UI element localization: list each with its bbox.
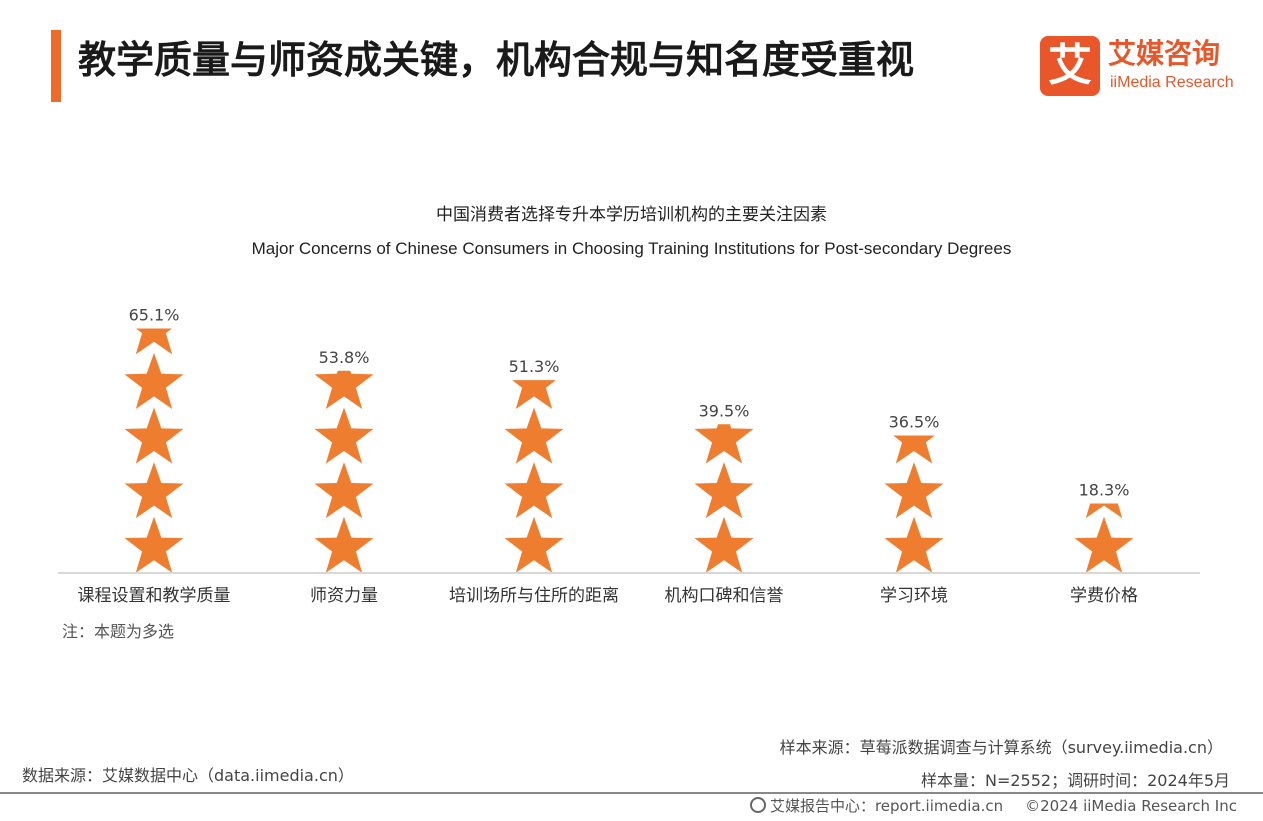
star-mark — [694, 424, 754, 464]
star-mark — [694, 462, 754, 519]
chart-note: 注：本题为多选 — [62, 622, 175, 641]
star-mark — [124, 407, 184, 464]
category-label: 学习环境 — [880, 586, 948, 606]
sample-info: 样本量：N=2552；调研时间：2024年5月 — [921, 771, 1230, 790]
value-label: 53.8% — [319, 348, 370, 367]
value-label: 39.5% — [699, 401, 750, 420]
star-mark — [124, 462, 184, 519]
star-mark — [314, 462, 374, 519]
report-center-link[interactable]: 艾媒报告中心：report.iimedia.cn — [769, 797, 1004, 815]
page-title: 教学质量与师资成关键，机构合规与知名度受重视 — [78, 38, 915, 82]
star-mark — [124, 352, 184, 409]
star-mark — [314, 516, 374, 572]
value-label: 51.3% — [509, 357, 560, 376]
star-mark — [314, 370, 374, 409]
star-mark — [124, 516, 184, 572]
category-label: 学费价格 — [1070, 586, 1138, 606]
category-label: 师资力量 — [310, 586, 378, 606]
bar-3 — [694, 424, 754, 572]
bar-5 — [1074, 503, 1134, 573]
star-mark — [135, 328, 173, 355]
star-mark — [1074, 516, 1134, 573]
star-mark — [504, 462, 564, 519]
data-source: 数据来源：艾媒数据中心（data.iimedia.cn） — [22, 766, 354, 785]
title-accent-bar — [51, 30, 61, 102]
bar-4 — [884, 435, 944, 572]
star-mark — [694, 516, 754, 572]
star-mark — [884, 516, 944, 572]
star-mark — [504, 516, 564, 572]
category-label: 课程设置和教学质量 — [78, 586, 231, 606]
logo-mark: 艾 — [1040, 36, 1100, 96]
category-label: 培训场所与住所的距离 — [449, 586, 619, 606]
footer-divider — [0, 792, 1263, 794]
star-mark — [314, 407, 374, 464]
brand-logo: 艾 艾媒咨询 iiMedia Research — [1040, 36, 1245, 98]
copyright: ©2024 iiMedia Research Inc — [1025, 797, 1237, 815]
logo-chinese-name: 艾媒咨询 — [1108, 37, 1221, 70]
chart-subtitle: Major Concerns of Chinese Consumers in C… — [251, 239, 1012, 258]
value-label: 36.5% — [889, 412, 940, 431]
bar-1 — [314, 370, 374, 572]
star-mark — [512, 380, 556, 409]
chart-title: 中国消费者选择专升本学历培训机构的主要关注因素 — [436, 205, 827, 225]
star-mark — [884, 462, 944, 519]
bar-2 — [504, 380, 564, 572]
bar-0 — [124, 328, 184, 572]
logo-english-name: iiMedia Research — [1110, 74, 1234, 91]
value-label: 65.1% — [129, 306, 180, 325]
star-mark — [1085, 503, 1123, 519]
value-label: 18.3% — [1079, 481, 1130, 500]
sample-source: 样本来源：草莓派数据调查与计算系统（survey.iimedia.cn） — [779, 738, 1223, 757]
star-mark — [504, 407, 564, 464]
star-mark — [893, 435, 935, 464]
category-label: 机构口碑和信誉 — [665, 586, 784, 606]
globe-icon — [749, 797, 766, 813]
footer: 艾媒报告中心：report.iimedia.cn ©2024 iiMedia Re… — [749, 795, 1237, 817]
